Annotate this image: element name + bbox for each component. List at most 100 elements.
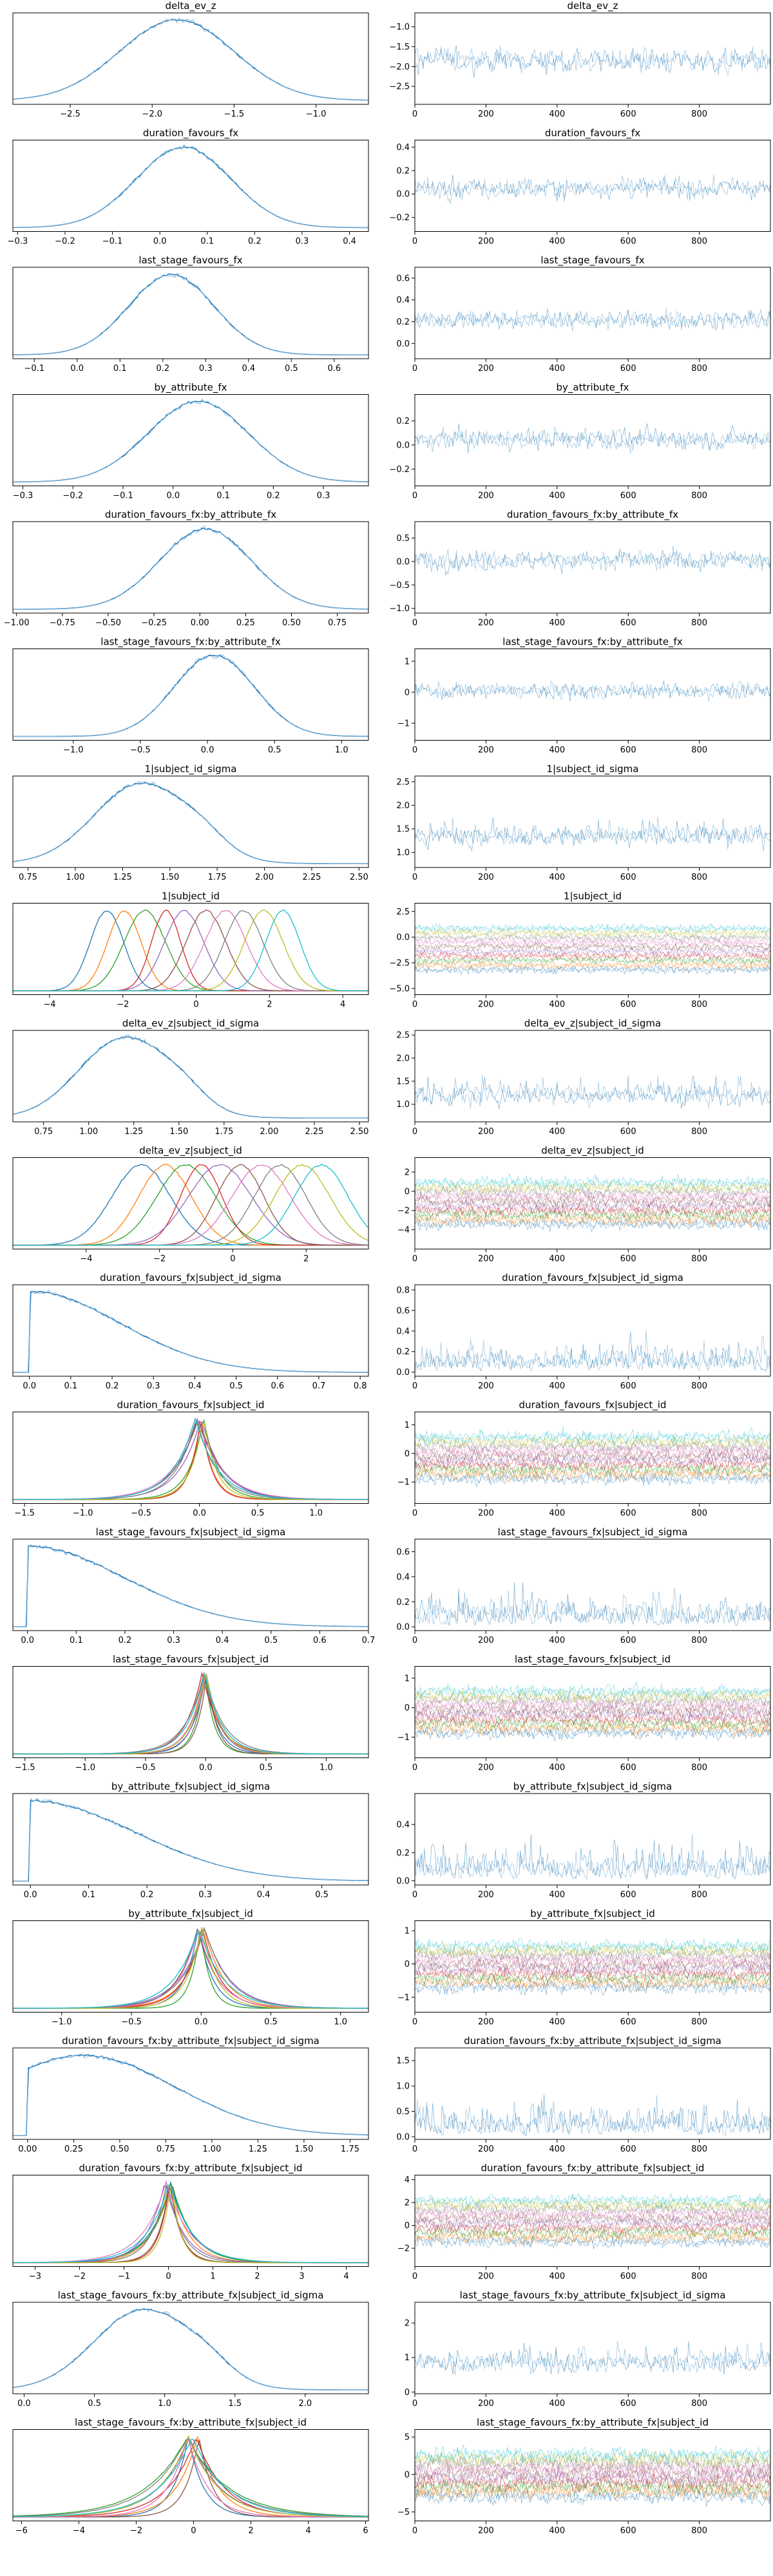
panel-title: duration_favours_fx:by_attribute_fx|subj… [79,2163,303,2175]
trace-line [415,1709,770,1728]
panel-title: last_stage_favours_fx|subject_id [515,1654,671,1666]
y-tick-label: 0 [405,1703,410,1713]
panel-title: by_attribute_fx|subject_id [128,1908,253,1920]
trace-line [415,1725,770,1741]
x-tick-label: 0.5 [264,2018,278,2027]
x-tick-label: 200 [478,2399,494,2409]
y-tick-label: 0 [405,2388,410,2398]
density-curve [13,2184,368,2264]
x-tick-label: 400 [549,1000,565,1010]
axes-frame [414,1793,771,1886]
x-tick-label: 0.6 [313,1636,327,1645]
axes-frame [12,394,369,486]
x-tick-label: 600 [620,746,636,755]
axes-frame [414,1030,771,1122]
y-tick-label: 0.2 [396,417,410,426]
x-tick-label: 0.0 [166,491,180,501]
axes-frame [12,1920,369,2012]
x-tick-label: 200 [478,1890,494,1900]
axes-frame [12,1030,369,1122]
y-tick-label: −1.5 [389,43,410,52]
trace-line [415,2095,770,2137]
trace-panel-duration-favours-fx-by-attribute-fx: duration_favours_fx:by_attribute_fx −1.0 −… [389,509,771,628]
x-tick-label: 1.25 [113,873,132,882]
density-panel-last-stage-favours-fx-by-attribute-fx: last_stage_favours_fx:by_attribute_fx −1.… [12,636,369,755]
y-tick-label: 2.5 [396,777,410,787]
panel-title: duration_favours_fx:by_attribute_fx|subj… [62,2035,320,2047]
x-tick-label: −1.0 [52,2018,72,2027]
panel-title: 1|subject_id [162,891,220,903]
x-tick-label: 0.6 [327,364,341,374]
trace-line [415,1692,770,1710]
axes-frame [414,2429,771,2521]
trace-line [415,2454,770,2474]
x-tick-label: 800 [691,364,707,374]
density-curve [13,2438,368,2517]
x-tick-label: 200 [478,1509,494,1519]
density-curve [13,909,368,992]
x-tick-label: 0.3 [317,491,330,501]
x-tick-label: 1 [210,2272,215,2282]
x-tick-label: 600 [620,2399,636,2409]
density-curve-chain-2 [14,1797,368,1882]
x-tick-label: 0.2 [248,237,262,247]
x-tick-label: 0.5 [251,1509,265,1519]
trace-line [415,2192,770,2209]
x-tick-label: 0.0 [24,1890,37,1900]
density-curve [13,2434,368,2517]
trace-line [415,1979,770,1996]
density-curve [13,273,368,355]
x-tick-label: 200 [478,2145,494,2154]
x-tick-label: 0.1 [70,1636,83,1645]
density-curve-chain-2 [14,1544,368,1627]
density-curve [13,1933,368,2009]
x-tick-label: 200 [478,2526,494,2536]
trace-panel-delta-ev-z-subject-id: delta_ev_z|subject_id −4 −2 0 2 0 200 400 600 800 [397,1145,771,1264]
y-tick-label: 0.0 [396,1623,410,1633]
x-tick-label: 400 [549,618,565,628]
x-tick-label: 200 [478,1763,494,1773]
trace-line [415,959,770,972]
y-tick-label: 1.5 [396,2056,410,2066]
density-curve [13,909,368,992]
y-tick-label: −0.5 [389,581,410,591]
x-tick-label: −0.1 [113,491,133,501]
trace-line [415,2197,770,2213]
x-tick-label: −2 [73,2272,86,2282]
y-tick-label: 0 [405,2470,410,2480]
y-tick-label: 0.6 [396,1306,410,1316]
x-tick-label: 0.2 [267,491,280,501]
trace-line [415,2204,770,2222]
trace-line [415,545,770,573]
trace-line [415,941,770,952]
density-curve [13,400,368,483]
trace-panel-by-attribute-fx-subject-id: by_attribute_fx|subject_id −1 0 1 0 200 400 600… [397,1908,771,2027]
panel-title: last_stage_favours_fx:by_attribute_fx [502,636,683,649]
panel-title: by_attribute_fx|subject_id_sigma [111,1781,270,1793]
density-panel-last-stage-favours-fx-by-attribute-fx-subject-id: last_stage_favours_fx:by_attribute_fx|su… [12,2417,369,2536]
x-tick-label: 800 [691,746,707,755]
x-tick-label: 800 [691,1255,707,1264]
axes-frame [12,1793,369,1886]
x-tick-label: 200 [478,1127,494,1137]
x-tick-label: 0.0 [153,237,167,247]
panel-title: delta_ev_z [166,0,216,12]
y-tick-label: 1.0 [396,1100,410,1110]
trace-line [415,935,770,949]
trace-line [415,1198,770,1213]
y-tick-label: 0.0 [396,440,410,450]
x-tick-label: −1 [118,2272,130,2282]
x-tick-label: 200 [478,1381,494,1391]
y-tick-label: −2.5 [389,959,410,969]
x-tick-label: 0 [412,1636,417,1645]
x-tick-label: 3 [299,2272,304,2282]
x-tick-label: 2 [303,1255,309,1264]
x-tick-label: 400 [549,2018,565,2027]
y-tick-label: 0.4 [396,296,410,305]
panel-title: last_stage_favours_fx:by_attribute_fx [100,636,281,649]
x-tick-label: −0.5 [130,746,151,755]
trace-line [415,1180,770,1195]
x-tick-label: 0.8 [354,1381,367,1391]
density-panel-by-attribute-fx: by_attribute_fx −0.3 −0.2 −0.1 0.0 0.1 0.2 0.3 [12,382,369,501]
